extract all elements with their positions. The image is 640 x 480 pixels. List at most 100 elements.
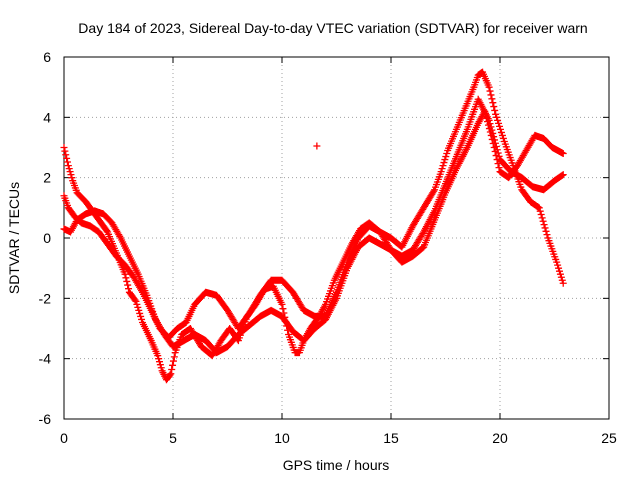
x-tick-label: 20 — [492, 430, 508, 446]
data-point-track-a — [539, 217, 547, 225]
data-point-track-a — [554, 261, 562, 269]
data-point-track-a — [496, 122, 504, 130]
data-point-track-a — [62, 151, 70, 159]
data-point-track-a — [137, 312, 145, 320]
data-point-track-c — [489, 129, 497, 137]
data-point-track-c — [494, 149, 502, 157]
data-point-track-a — [138, 315, 146, 323]
data-point-track-a — [169, 361, 177, 369]
data-point-track-a — [279, 305, 287, 313]
data-point-track-c — [495, 152, 503, 160]
x-tick-label: 0 — [60, 430, 68, 446]
data-point-track-a — [542, 227, 550, 235]
x-tick-labels: 0 5 10 15 20 25 — [60, 430, 617, 446]
data-point-track-a — [489, 99, 497, 107]
data-point-track-a — [437, 168, 445, 176]
data-point-track-a — [155, 358, 163, 366]
data-point-track-a — [496, 125, 504, 133]
data-point-track-a — [498, 131, 506, 139]
x-tick-label: 15 — [383, 430, 399, 446]
data-point-track-a — [538, 214, 546, 222]
data-point-track-a — [132, 297, 140, 305]
data-point-track-a — [495, 119, 503, 127]
data-point-track-a — [486, 87, 494, 95]
data-point-track-a — [121, 270, 129, 278]
x-tick-label: 10 — [274, 430, 290, 446]
data-point-track-a — [490, 103, 498, 111]
data-point-track-c — [116, 232, 124, 240]
data-point-track-a — [67, 171, 75, 179]
data-point-track-a — [487, 91, 495, 99]
data-point-track-a — [559, 279, 567, 287]
data-point-track-a — [131, 296, 139, 304]
y-axis-label: SDTVAR / TECUs — [6, 182, 22, 294]
data-point-track-a — [536, 207, 544, 215]
data-point-track-a — [558, 276, 566, 284]
data-point-track-a — [440, 159, 448, 167]
data-point-track-c — [491, 139, 499, 147]
y-tick-label: 0 — [43, 230, 51, 246]
data-point-track-a — [430, 187, 438, 195]
data-point-track-a — [64, 162, 72, 170]
data-point-track-a — [155, 355, 163, 363]
data-point-track-a — [492, 110, 500, 118]
data-point-track-c — [490, 133, 498, 141]
data-point-track-c — [493, 146, 501, 154]
data-point-track-a — [534, 203, 542, 211]
data-point-track-a — [441, 156, 449, 164]
y-tick-label: -6 — [39, 411, 52, 427]
y-tick-labels: -6 -4 -2 0 2 4 6 — [39, 49, 52, 427]
data-point-track-a — [135, 306, 143, 314]
data-point-track-c — [559, 171, 567, 179]
data-point-track-a — [60, 144, 68, 151]
data-point-track-a — [170, 353, 178, 361]
data-point-track-a — [61, 147, 69, 155]
data-point-track-a — [63, 158, 71, 166]
data-point-track-a — [488, 95, 496, 103]
data-point-track-b — [495, 164, 503, 172]
data-point-track-c — [492, 142, 500, 150]
data-point-track-c — [487, 123, 495, 131]
data-point-track-a — [541, 224, 549, 232]
data-point-track-c — [491, 136, 499, 144]
data-point-track-a — [494, 116, 502, 124]
data-point-track-a — [540, 221, 548, 229]
data-point-track-a — [543, 231, 551, 239]
data-point-track-a — [166, 371, 174, 379]
data-points — [60, 68, 567, 384]
data-point-track-c — [488, 126, 496, 134]
data-point-track-a — [537, 211, 545, 219]
data-point-track-a — [442, 153, 450, 161]
data-point-track-a — [103, 227, 111, 235]
data-point-track-a — [485, 83, 493, 91]
data-point-track-a — [499, 134, 507, 142]
data-point-track-a — [535, 204, 543, 212]
data-point-track-a — [168, 366, 176, 374]
y-tick-label: -2 — [39, 290, 52, 306]
data-point-track-a — [497, 128, 505, 136]
data-point-outlier — [313, 142, 321, 150]
data-point-track-a — [439, 162, 447, 170]
data-point-track-a — [167, 370, 175, 378]
data-point-track-a — [122, 274, 130, 282]
data-point-track-a — [66, 168, 74, 176]
data-point-track-a — [125, 285, 133, 293]
data-point-track-a — [133, 300, 141, 308]
data-point-track-a — [136, 309, 144, 317]
data-point-track-a — [154, 352, 162, 360]
y-tick-label: 6 — [43, 49, 51, 65]
data-point-track-c — [558, 171, 566, 179]
y-tick-label: -4 — [39, 351, 52, 367]
axis-ticks — [63, 56, 610, 420]
data-point-track-a — [123, 277, 131, 285]
data-point-track-a — [557, 273, 565, 281]
x-axis-label: GPS time / hours — [283, 457, 390, 473]
data-point-track-a — [438, 165, 446, 173]
data-point-track-a — [443, 150, 451, 158]
grid — [64, 57, 609, 419]
data-point-track-a — [124, 281, 132, 289]
data-point-track-a — [134, 303, 142, 311]
data-point-track-a — [555, 264, 563, 272]
data-point-track-c — [485, 116, 493, 124]
